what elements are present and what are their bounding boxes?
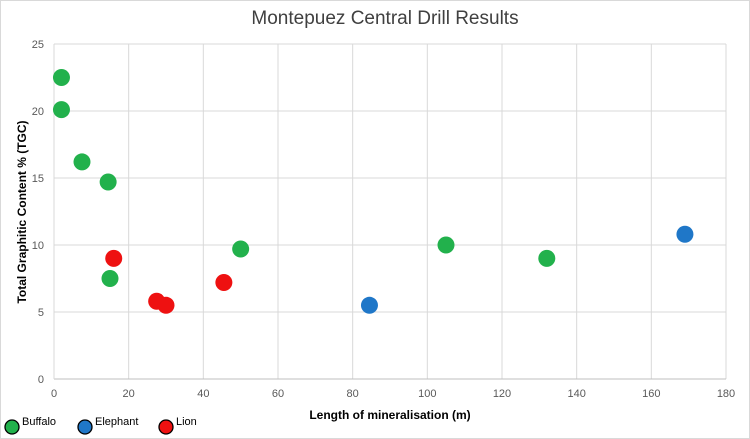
- buffalo-point: [99, 173, 117, 191]
- y-tick-label: 5: [38, 307, 44, 319]
- x-tick-label: 120: [493, 388, 511, 400]
- y-tick-label: 10: [32, 240, 44, 252]
- y-axis-title: Total Graphitic Content % (TGC): [15, 120, 29, 303]
- lion-legend-label: Lion: [176, 416, 197, 428]
- x-tick-label: 80: [347, 388, 359, 400]
- lion-legend-marker: [158, 419, 174, 435]
- x-tick-label: 180: [717, 388, 735, 400]
- x-tick-label: 60: [272, 388, 284, 400]
- buffalo-point: [52, 101, 70, 119]
- buffalo-point: [437, 236, 455, 254]
- x-tick-label: 100: [418, 388, 436, 400]
- y-tick-label: 25: [32, 39, 44, 51]
- buffalo-point: [232, 240, 250, 258]
- buffalo-legend-marker: [4, 419, 20, 435]
- legend: Buffalo Elephant Lion: [4, 416, 197, 435]
- buffalo-point: [73, 153, 91, 171]
- elephant-point: [676, 225, 694, 243]
- y-tick-label: 20: [32, 106, 44, 118]
- elephant-point: [360, 296, 378, 314]
- lion-point: [215, 274, 233, 292]
- x-tick-label: 0: [51, 388, 57, 400]
- x-tick-label: 40: [197, 388, 209, 400]
- elephant-legend-marker: [77, 419, 93, 435]
- chart-title: Montepuez Central Drill Results: [251, 8, 518, 29]
- y-tick-label: 15: [32, 173, 44, 185]
- x-tick-label: 140: [567, 388, 585, 400]
- lion-point: [105, 249, 123, 267]
- lion-point: [157, 296, 175, 314]
- x-tick-label: 20: [123, 388, 135, 400]
- buffalo-legend-label: Buffalo: [22, 416, 56, 428]
- x-axis-title: Length of mineralisation (m): [309, 408, 470, 422]
- buffalo-point: [52, 69, 70, 86]
- data-points: [52, 69, 694, 314]
- axes: [53, 44, 726, 380]
- gridlines: [54, 43, 727, 379]
- buffalo-point: [101, 270, 119, 287]
- tick-labels: 0 20 40 60 80 100 120 140 160 180 0 5 10 15 20 25: [32, 39, 735, 400]
- buffalo-point: [538, 249, 556, 267]
- y-tick-label: 0: [38, 374, 44, 386]
- x-tick-label: 160: [642, 388, 660, 400]
- elephant-legend-label: Elephant: [95, 416, 138, 428]
